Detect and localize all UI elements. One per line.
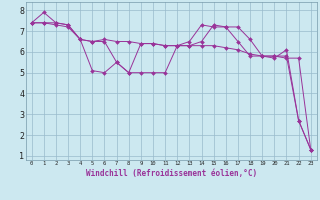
X-axis label: Windchill (Refroidissement éolien,°C): Windchill (Refroidissement éolien,°C) xyxy=(86,169,257,178)
